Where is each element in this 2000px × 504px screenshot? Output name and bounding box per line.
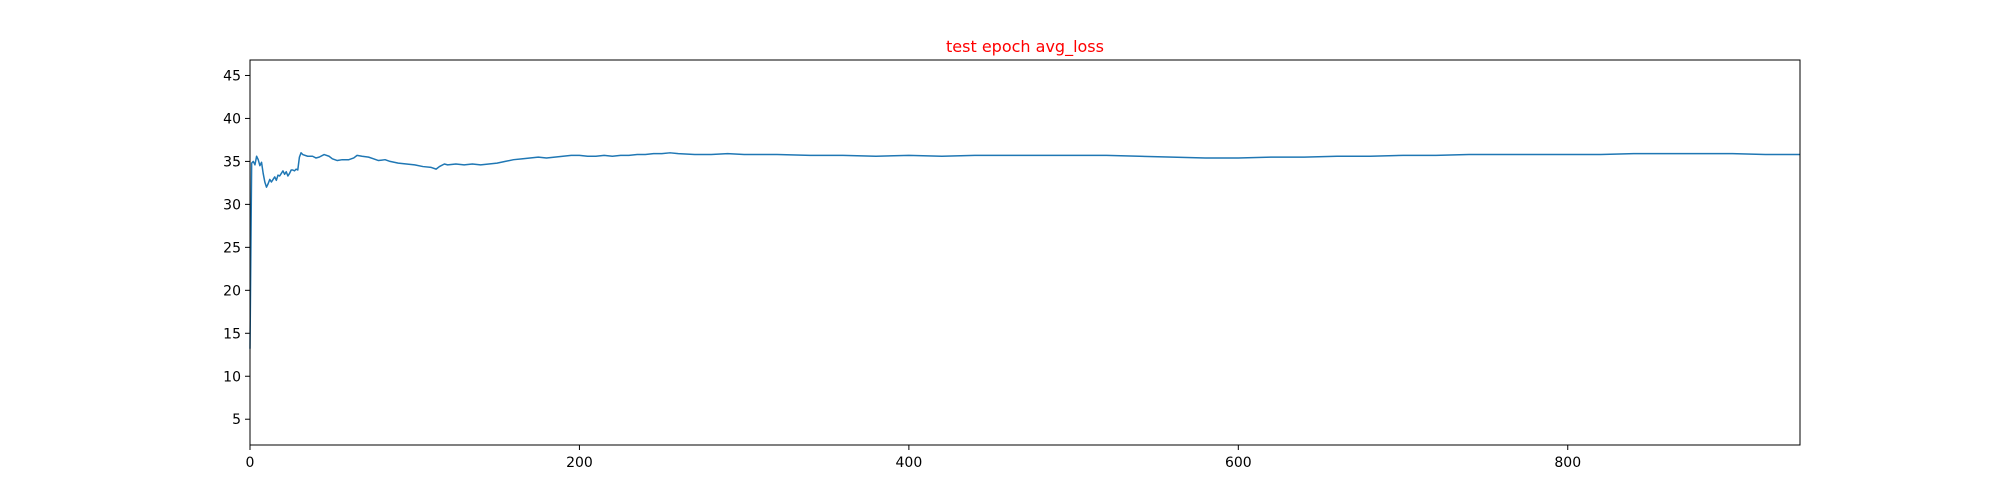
y-tick-label: 15 (223, 326, 241, 342)
y-tick-label: 35 (223, 154, 241, 170)
y-tick-label: 40 (223, 111, 241, 127)
x-tick-label: 400 (896, 455, 923, 471)
y-tick-label: 20 (223, 283, 241, 299)
x-tick-label: 600 (1225, 455, 1252, 471)
series-line (249, 152, 1800, 349)
x-tick-label: 0 (246, 455, 255, 471)
x-tick-label: 200 (566, 455, 593, 471)
series-layer (249, 152, 1800, 349)
y-tick-label: 10 (223, 369, 241, 385)
y-tick-label: 45 (223, 68, 241, 84)
chart-title: test epoch avg_loss (946, 37, 1104, 57)
x-tick-label: 800 (1554, 455, 1581, 471)
plot-frame (249, 59, 1801, 446)
y-tick-label: 30 (223, 197, 241, 213)
y-tick-label: 5 (232, 412, 241, 428)
axis-ticks: 0 200 400 600 800 5 10 15 20 25 30 35 40 45 (223, 68, 1581, 471)
y-tick-label: 25 (223, 240, 241, 256)
